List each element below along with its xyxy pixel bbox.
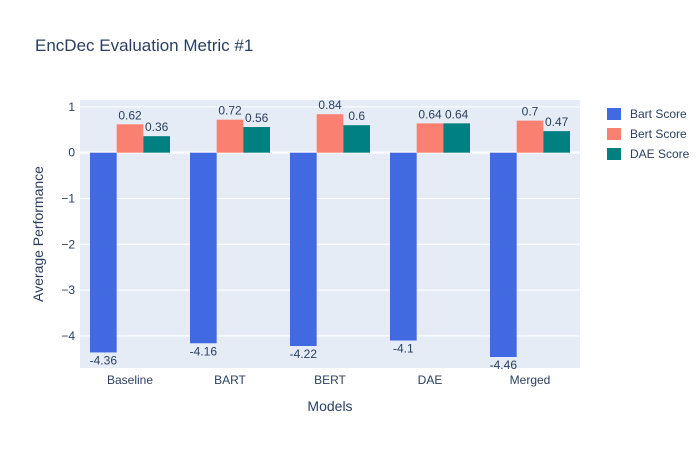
bar-data-label: -4.22 — [290, 347, 318, 361]
legend-label: Bert Score — [630, 127, 687, 141]
bar — [490, 152, 517, 358]
bar — [416, 123, 444, 153]
bar-data-label: 0.72 — [218, 104, 242, 118]
bar-data-label: 0.6 — [348, 109, 365, 123]
x-axis-title: Models — [307, 398, 352, 414]
legend: Bart Score Bert Score DAE Score — [607, 107, 690, 161]
bar — [343, 125, 370, 153]
bar — [316, 114, 344, 153]
bar-data-label: 0.64 — [445, 107, 469, 121]
y-axis-ticks: 1 0 −1 −2 −3 −4 — [61, 100, 75, 343]
bar — [290, 152, 317, 347]
bar — [116, 124, 144, 153]
bar-data-label: -4.46 — [490, 358, 518, 372]
bar-data-label: 0.56 — [245, 111, 269, 125]
chart-title: EncDec Evaluation Metric #1 — [35, 36, 253, 55]
bar — [243, 127, 270, 153]
y-tick-label: 1 — [68, 100, 75, 114]
bar-data-label: 0.7 — [522, 105, 539, 119]
bar-data-label: -4.16 — [190, 344, 218, 358]
x-tick-label: BERT — [314, 373, 346, 387]
y-axis-title: Average Performance — [30, 166, 46, 302]
legend-swatch — [607, 128, 621, 140]
x-tick-label: Merged — [510, 373, 551, 387]
x-tick-label: Baseline — [107, 373, 153, 387]
legend-label: Bart Score — [630, 107, 687, 121]
bar-data-label: 0.84 — [318, 98, 342, 112]
x-tick-label: DAE — [418, 373, 443, 387]
bar-data-label: -4.36 — [90, 353, 118, 367]
bars: -4.36 0.620.36 -4.16 0.720.56 -4.22 0.84 0.6 -4… — [90, 98, 570, 372]
x-tick-label: BART — [214, 373, 246, 387]
legend-swatch — [607, 108, 621, 120]
bar — [143, 136, 170, 153]
x-axis-ticks: Baseline BART BERT DAE Merged — [107, 373, 550, 387]
bar — [390, 152, 417, 341]
legend-label: DAE Score — [630, 147, 690, 161]
bar-data-label: 0.47 — [545, 115, 569, 129]
y-tick-label: −4 — [61, 329, 75, 343]
y-tick-label: −3 — [61, 283, 75, 297]
bar — [443, 123, 470, 153]
bar — [543, 131, 570, 153]
bar-data-label: 0.36 — [145, 120, 169, 134]
bar — [216, 119, 244, 153]
y-tick-label: −2 — [61, 237, 75, 251]
bar-data-label: 0.62 — [118, 108, 142, 122]
bar-data-label: 0.64 — [418, 107, 442, 121]
legend-swatch — [607, 148, 621, 160]
bar — [516, 120, 544, 153]
bar-data-label: -4.1 — [393, 342, 414, 356]
bar — [190, 152, 217, 344]
y-tick-label: −1 — [61, 191, 75, 205]
y-tick-label: 0 — [68, 146, 75, 160]
bar — [90, 152, 117, 353]
